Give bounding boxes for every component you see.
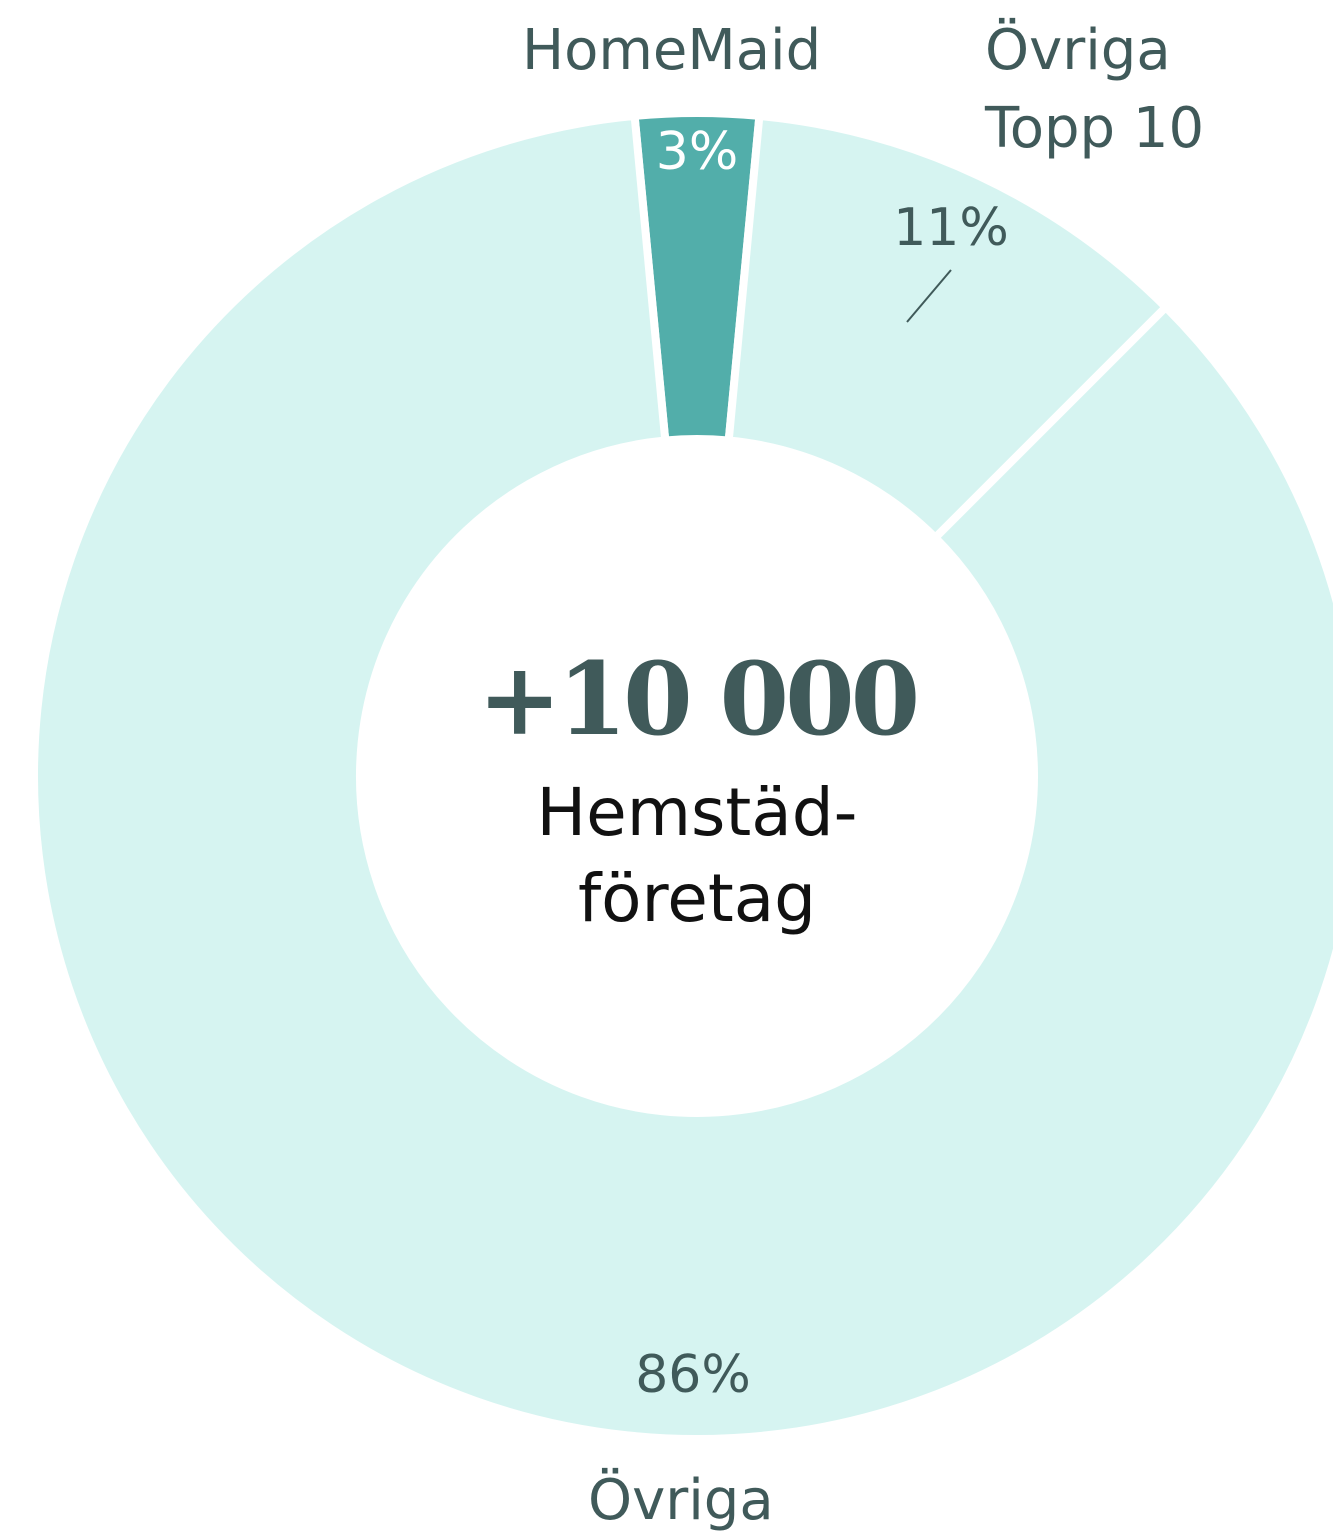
leader-line	[906, 269, 952, 323]
category-label: Övriga Topp 10	[985, 18, 1205, 161]
value-label: 11%	[893, 198, 1009, 258]
category-label: Övriga	[588, 1468, 774, 1533]
donut-segment	[30, 111, 1333, 1443]
donut-segment	[724, 111, 1172, 544]
center-value: +10 000	[477, 640, 921, 758]
value-label: 86%	[635, 1345, 751, 1405]
value-label: 3%	[655, 122, 739, 182]
category-label: HomeMaid	[522, 18, 822, 83]
center-text: Hemstäd-företag	[536, 774, 858, 937]
